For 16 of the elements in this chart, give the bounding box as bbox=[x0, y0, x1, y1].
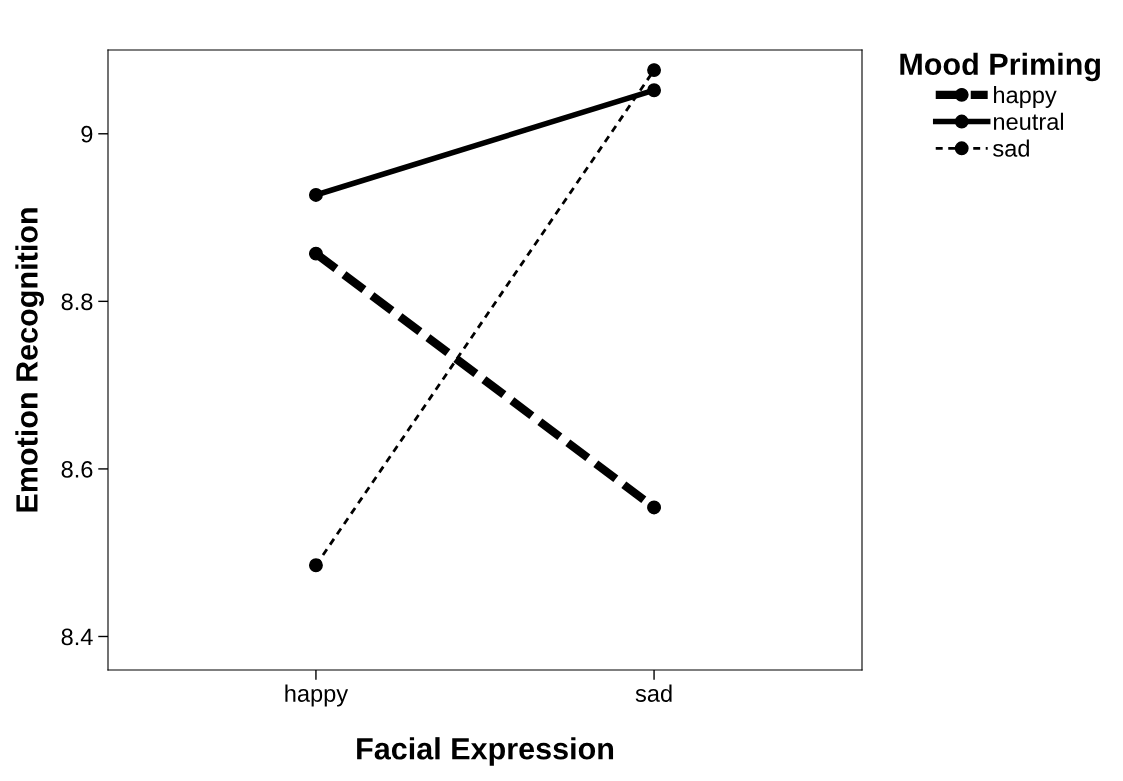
point bbox=[647, 83, 662, 98]
point bbox=[308, 246, 323, 261]
y-tick-label: 8.6 bbox=[61, 460, 93, 478]
point bbox=[308, 558, 323, 573]
point bbox=[647, 63, 662, 78]
legend-title: Mood Priming bbox=[900, 52, 1100, 82]
point bbox=[308, 188, 323, 202]
y-tick-label: 9 bbox=[81, 125, 93, 143]
legend-label: neutral bbox=[993, 112, 1064, 131]
y-axis-title: Emotion Recognition bbox=[15, 208, 44, 512]
point bbox=[647, 500, 662, 515]
x-axis-title: Facial Expression bbox=[357, 737, 614, 766]
y-tick-label: 8.8 bbox=[61, 293, 93, 311]
legend-label: sad bbox=[993, 139, 1029, 157]
legend-label: happy bbox=[994, 85, 1057, 108]
y-tick-label: 8.4 bbox=[61, 628, 93, 646]
